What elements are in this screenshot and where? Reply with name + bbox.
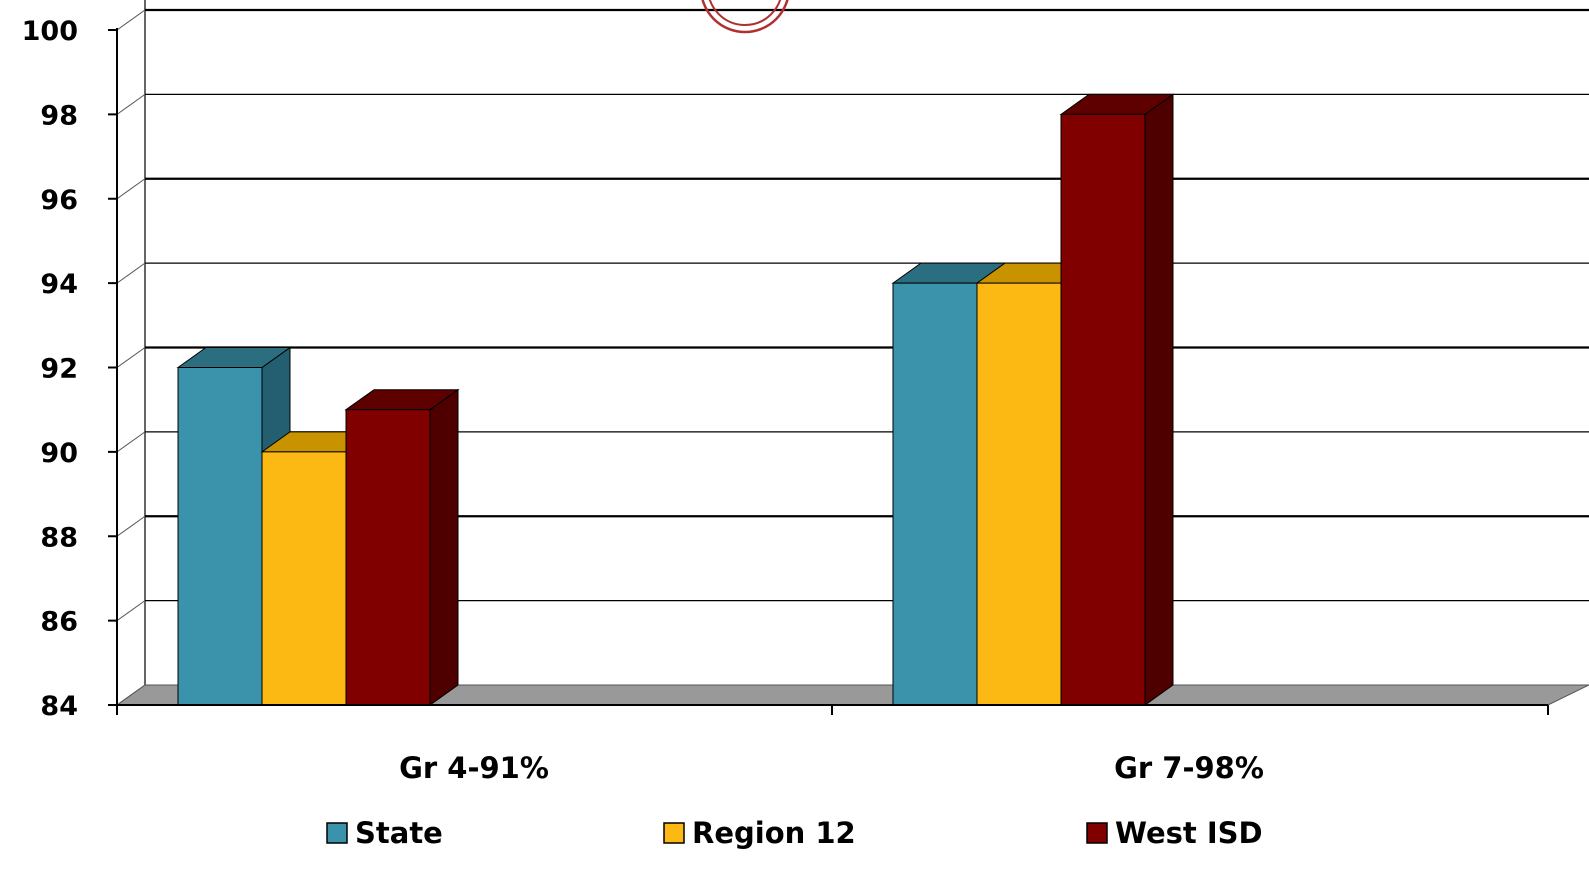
legend-item-region-12: Region 12 bbox=[663, 816, 856, 850]
legend-label: Region 12 bbox=[692, 816, 856, 850]
legend-swatch bbox=[663, 822, 685, 844]
legend-label: State bbox=[355, 816, 443, 850]
side-wall-gridline bbox=[116, 515, 146, 537]
legend-swatch bbox=[1086, 822, 1108, 844]
bars bbox=[176, 93, 1175, 706]
y-tick-label: 86 bbox=[40, 607, 78, 638]
side-wall-gridline bbox=[116, 93, 146, 115]
bar-front bbox=[892, 282, 978, 706]
side-wall-gridline bbox=[116, 262, 146, 284]
side-wall-gridline bbox=[116, 347, 146, 368]
y-tick-label: 84 bbox=[40, 691, 78, 722]
legend-item-west-isd: West ISD bbox=[1086, 816, 1263, 850]
y-tick-label: 88 bbox=[40, 522, 78, 553]
y-tick-label: 98 bbox=[40, 100, 78, 131]
legend-item-state: State bbox=[326, 816, 443, 850]
bar-front bbox=[1060, 113, 1146, 706]
stamp-ring-inner bbox=[708, 0, 782, 26]
bar-front bbox=[345, 409, 431, 706]
side-wall-gridline bbox=[116, 431, 146, 453]
bar-west-isd-2 bbox=[1059, 93, 1175, 706]
bar-front bbox=[177, 367, 263, 706]
y-tick-label: 94 bbox=[40, 269, 78, 300]
bar-west-isd-1 bbox=[344, 388, 460, 706]
y-tick-label: 96 bbox=[40, 185, 78, 216]
axes: 84 86 88 90 92 94 96 98 100 Gr 4-91% Gr 7-98% bbox=[22, 16, 1549, 785]
legend-label: West ISD bbox=[1115, 816, 1263, 850]
y-tick-label: 92 bbox=[40, 354, 78, 385]
legend-swatch bbox=[326, 822, 348, 844]
chart-background bbox=[115, 0, 1589, 706]
bar-side bbox=[1144, 93, 1174, 706]
y-tick-label: 100 bbox=[22, 16, 78, 47]
bar-front bbox=[976, 282, 1062, 706]
side-wall-gridline bbox=[116, 600, 146, 622]
side-wall-gridline bbox=[116, 178, 146, 200]
bar-side bbox=[429, 388, 459, 706]
stamp-ring-outer bbox=[701, 0, 789, 34]
y-tick-label: 90 bbox=[40, 438, 78, 469]
x-category-label: Gr 7-98% bbox=[1114, 751, 1264, 785]
x-category-label: Gr 4-91% bbox=[399, 751, 549, 785]
legend: State Region 12 West ISD bbox=[326, 816, 1263, 850]
side-wall-gridline bbox=[116, 9, 146, 31]
bar-front bbox=[261, 451, 347, 706]
